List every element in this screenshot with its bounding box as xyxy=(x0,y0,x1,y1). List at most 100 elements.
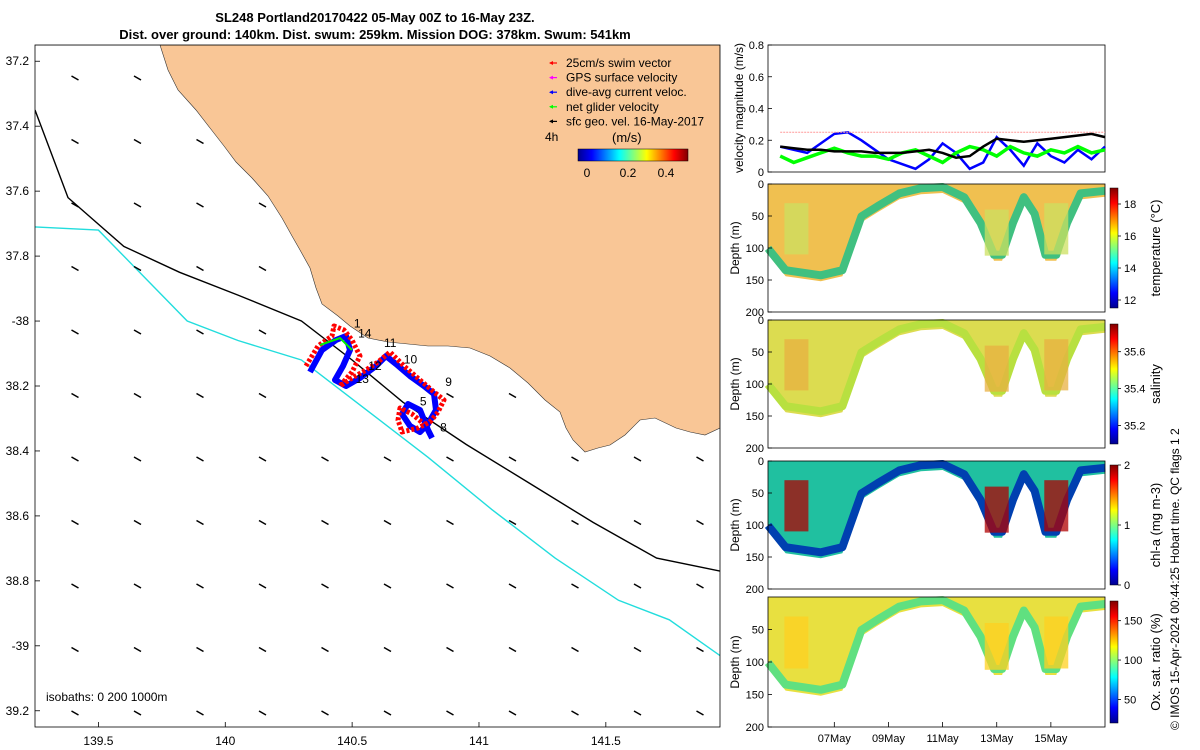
velocity-vector xyxy=(133,456,142,462)
section-y-tick-label: 0 xyxy=(758,179,764,191)
velocity-y-ticks: 0 0.2 0.4 0.6 0.8 xyxy=(749,40,772,179)
velocity-vector xyxy=(446,456,454,462)
isobath-200m-line xyxy=(35,109,720,572)
velocity-y-label: velocity magnitude (m/s) xyxy=(732,43,746,173)
section-y-tick-label: 50 xyxy=(752,347,764,359)
velocity-vector xyxy=(196,583,204,589)
legend-label: GPS surface velocity xyxy=(566,71,677,85)
velocity-vector xyxy=(383,710,392,716)
velocity-vector xyxy=(258,392,267,399)
velocity-vector xyxy=(258,710,267,716)
section-core-patch xyxy=(784,616,809,669)
colorbar-tick-label: 16 xyxy=(1124,231,1136,243)
section-colorbar xyxy=(1109,187,1119,309)
velocity-vector xyxy=(196,202,204,208)
velocity-vector xyxy=(196,265,204,272)
segment-label: 1 xyxy=(354,317,361,331)
section-deep-layer xyxy=(764,460,1106,557)
velocity-vector xyxy=(321,583,329,589)
section-core-patch xyxy=(984,486,1009,533)
velocity-vector xyxy=(446,710,454,716)
date-axis-ticks: 07May 09May 11May 13May 15May xyxy=(818,722,1068,745)
velocity-vector xyxy=(508,519,517,526)
glider-track-red xyxy=(303,323,447,435)
velocity-vector xyxy=(508,456,517,462)
colorbar-tick-1: 0.2 xyxy=(620,166,637,180)
colorbar-tick-label: 18 xyxy=(1124,199,1136,211)
velocity-vector xyxy=(383,646,392,653)
velocity-panel: 0 0.2 0.4 0.6 0.8 velocity magnitude (m/s) xyxy=(732,40,1106,179)
date-tick-label: 13May xyxy=(980,733,1014,745)
velocity-series-line xyxy=(779,144,1106,165)
section-core-patch xyxy=(1044,480,1069,532)
section-core-patch xyxy=(784,339,809,391)
section-y-tick-label: 200 xyxy=(746,722,764,734)
velocity-vector xyxy=(196,710,204,716)
velocity-vector xyxy=(508,646,517,653)
colorbar-tick-label: 35.4 xyxy=(1124,384,1145,396)
velocity-vector xyxy=(258,265,267,272)
map-y-tick-label: -39 xyxy=(12,639,30,653)
velocity-vector xyxy=(446,646,454,653)
legend-item: sfc geo. vel. 16-May-2017 xyxy=(549,114,704,128)
colorbar-tick-label: 100 xyxy=(1124,655,1142,667)
velocity-vector xyxy=(508,583,517,589)
section-core-patch xyxy=(984,209,1009,256)
velocity-vector xyxy=(258,202,267,208)
section-y-tick-label: 150 xyxy=(746,552,764,564)
velocity-vector xyxy=(508,710,517,716)
colorbar-tick-label: 35.6 xyxy=(1124,347,1145,359)
section-colorbar xyxy=(1109,600,1119,724)
velocity-y-tick-label: 0.4 xyxy=(749,104,764,116)
colorbar-tick-label: 14 xyxy=(1124,263,1136,275)
figure-title-line-1: SL248 Portland20170422 05-May 00Z to 16-… xyxy=(215,10,535,25)
velocity-vector xyxy=(133,329,142,335)
section-y-tick-label: 200 xyxy=(746,443,764,455)
map-y-tick-label: 37.2 xyxy=(6,54,30,68)
legend-item: dive-avg current veloc. xyxy=(549,85,687,99)
velocity-vector xyxy=(321,646,329,653)
section-y-label: Depth (m) xyxy=(728,357,742,410)
section-y-tick-label: 100 xyxy=(746,520,764,532)
velocity-vector xyxy=(446,583,454,589)
velocity-vector xyxy=(133,646,142,653)
colorbar-units-label: (m/s) xyxy=(612,130,642,145)
section-panel: 50 100 150 200 Depth (m) 50 100 150 Ox. sat. rat… xyxy=(728,596,1163,734)
velocity-vector xyxy=(508,392,517,399)
velocity-vector xyxy=(446,519,454,526)
velocity-vector xyxy=(258,456,267,462)
velocity-vector xyxy=(696,456,704,462)
section-y-tick-label: 100 xyxy=(746,657,764,669)
velocity-vector xyxy=(196,392,204,399)
velocity-vector xyxy=(71,138,79,145)
velocity-vector xyxy=(696,710,704,716)
map-x-tick-label: 141.5 xyxy=(591,734,621,748)
legend-item: net glider velocity xyxy=(549,100,659,114)
imos-credit: © IMOS 15-Apr-2024 00:44:25 Hobart time.… xyxy=(1168,428,1182,730)
section-y-tick-label: 50 xyxy=(752,488,764,500)
velocity-vector xyxy=(133,583,142,589)
velocity-vector xyxy=(196,646,204,653)
velocity-vector xyxy=(696,583,704,589)
velocity-vector xyxy=(133,392,142,399)
section-y-tick-label: 0 xyxy=(758,456,764,468)
glider-track-green xyxy=(319,336,353,351)
velocity-vector xyxy=(258,519,267,526)
velocity-y-tick-label: 0.8 xyxy=(749,40,764,52)
map-y-tick-label: 39.2 xyxy=(6,704,30,718)
surface-velocity-vectors xyxy=(71,75,704,716)
section-y-tick-label: 150 xyxy=(746,411,764,423)
arrow-left-icon xyxy=(549,90,553,95)
velocity-vector xyxy=(446,392,454,399)
colorbar-tick-label: 1 xyxy=(1124,520,1130,532)
velocity-vector xyxy=(71,265,79,272)
velocity-vector xyxy=(258,583,267,589)
colorbar-side-label: 4h xyxy=(545,130,558,144)
section-panel: 0 50 100 150 200 Depth (m) 12 14 16 18 temperature… xyxy=(728,179,1163,319)
map-y-tick-label: 38.2 xyxy=(6,379,30,393)
velocity-vector xyxy=(633,646,642,653)
velocity-series-line xyxy=(780,132,1106,159)
section-y-tick-label: 200 xyxy=(746,307,764,319)
